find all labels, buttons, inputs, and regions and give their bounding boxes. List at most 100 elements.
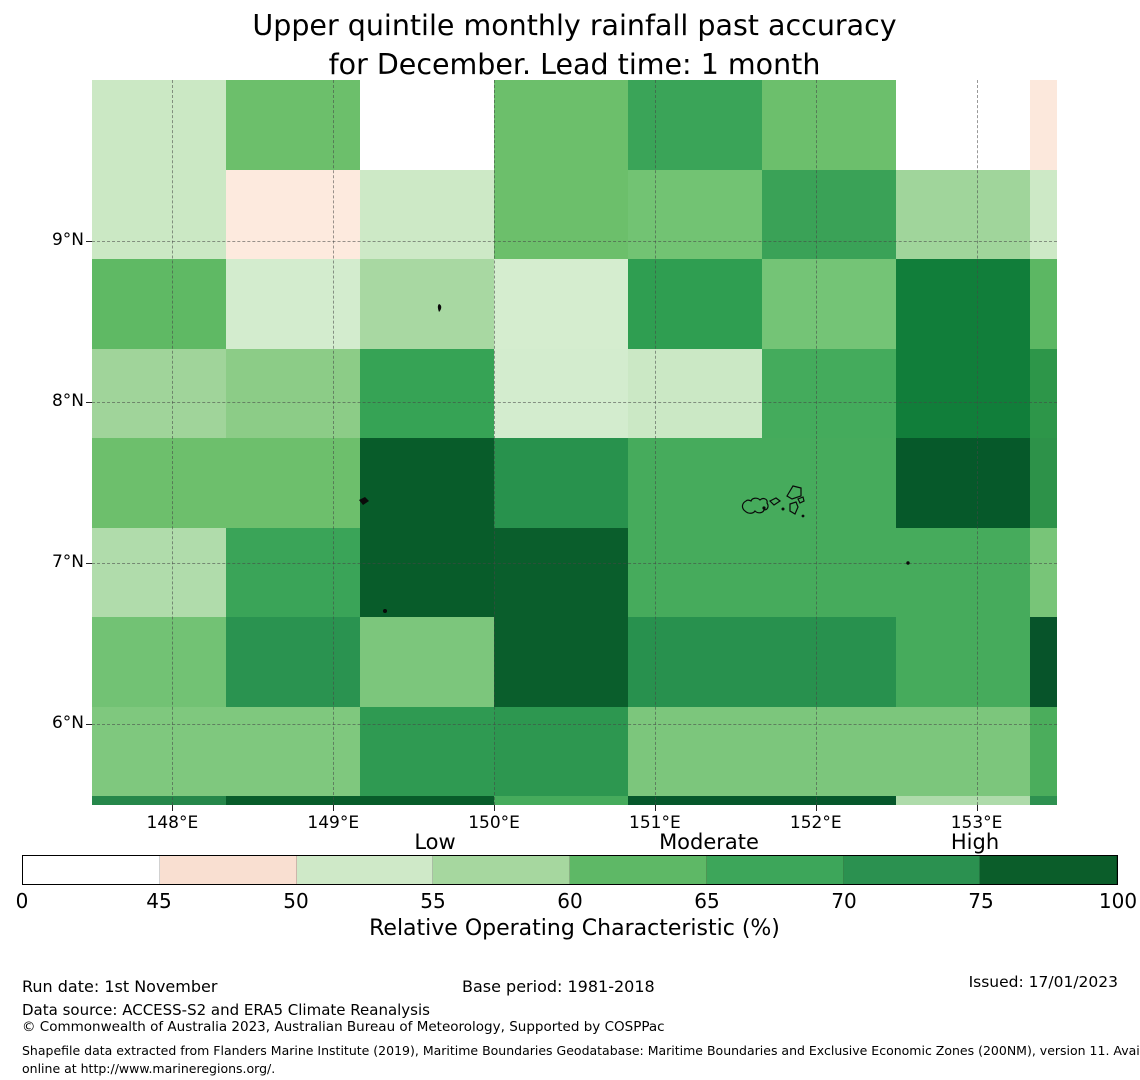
gridline-longitude [815, 80, 817, 805]
y-tick-label: 6°N [51, 713, 84, 734]
map-cell [896, 80, 1031, 171]
map-cell [896, 527, 1031, 618]
run-date-text: Run date: 1st November [22, 977, 218, 996]
map-cell [896, 437, 1031, 529]
gridline-longitude [976, 80, 978, 805]
map-cell [225, 616, 361, 708]
map-cell [494, 80, 629, 171]
map-cell [1030, 80, 1058, 171]
copyright-text: © Commonwealth of Australia 2023, Austra… [22, 1019, 665, 1035]
map-cell [762, 706, 897, 797]
colorbar-segment [706, 856, 844, 884]
map-cell [225, 527, 361, 618]
map-cell [762, 169, 897, 260]
colorbar-tick-label: 0 [15, 889, 29, 913]
map-cell [494, 527, 629, 618]
gridline-longitude [654, 80, 656, 805]
colorbar [22, 855, 1118, 885]
map-cell [225, 80, 361, 171]
base-period-text: Base period: 1981-2018 [462, 977, 655, 996]
x-tick-mark [333, 805, 335, 811]
map-cell [896, 795, 1031, 806]
y-tick-mark [86, 563, 92, 565]
gridline-latitude [92, 724, 1057, 726]
map-cell [762, 80, 897, 171]
colorbar-segment [23, 856, 160, 884]
map-cell [762, 258, 897, 350]
data-source-text: Data source: ACCESS-S2 and ERA5 Climate … [22, 1001, 430, 1019]
map-cell [225, 258, 361, 350]
x-tick-mark [172, 805, 174, 811]
colorbar-segment [843, 856, 981, 884]
x-tick-mark [976, 805, 978, 811]
map-cell [494, 616, 629, 708]
colorbar-category-label: Moderate [659, 830, 759, 854]
map-cell [762, 616, 897, 708]
map-cell [225, 169, 361, 260]
map-cell [494, 795, 629, 806]
map-cell [628, 348, 763, 439]
map-cell [92, 706, 227, 797]
gridline-latitude [92, 241, 1057, 243]
map-cell [225, 437, 361, 529]
map-cell [92, 169, 227, 260]
map-cell [628, 795, 763, 806]
chart-title: Upper quintile monthly rainfall past acc… [92, 6, 1057, 84]
shapefile-attribution-line1: Shapefile data extracted from Flanders M… [22, 1043, 1140, 1058]
map-cell [628, 616, 763, 708]
x-tick-label: 150°E [468, 813, 520, 833]
map-cell [494, 258, 629, 350]
issued-date-text: Issued: 17/01/2023 [968, 973, 1118, 991]
y-tick-mark [86, 724, 92, 726]
gridline-longitude [333, 80, 335, 805]
colorbar-category-label: Low [414, 830, 456, 854]
map-cell [762, 348, 897, 439]
map-cell [762, 437, 897, 529]
map-cell [896, 706, 1031, 797]
colorbar-tick-label: 50 [283, 889, 309, 913]
map-cell [628, 80, 763, 171]
map-cell [628, 437, 763, 529]
map-cell [1030, 616, 1058, 708]
gridline-longitude [172, 80, 174, 805]
colorbar-segment [433, 856, 570, 884]
gridline-latitude [92, 402, 1057, 404]
map-cell [1030, 169, 1058, 260]
colorbar-segment [159, 856, 297, 884]
colorbar-segment [296, 856, 434, 884]
map-cell [225, 706, 361, 797]
gridline-latitude [92, 563, 1057, 565]
colorbar-tick-label: 100 [1098, 889, 1138, 913]
colorbar-tick-label: 70 [831, 889, 857, 913]
x-tick-label: 149°E [307, 813, 360, 833]
map-cell [360, 258, 495, 350]
map-cell [360, 616, 495, 708]
map-cell [1030, 527, 1058, 618]
map-cell [628, 169, 763, 260]
map-cell [225, 795, 361, 806]
y-tick-mark [86, 402, 92, 404]
x-tick-mark [494, 805, 496, 811]
map-cell [360, 348, 495, 439]
map-cell [628, 527, 763, 618]
colorbar-tick-label: 60 [557, 889, 583, 913]
map-cell [360, 706, 495, 797]
map-cell [1030, 795, 1058, 806]
x-tick-label: 148°E [146, 813, 199, 833]
map-cell [360, 437, 495, 529]
map-cell [494, 169, 629, 260]
y-tick-label: 8°N [51, 391, 84, 412]
colorbar-category-label: High [950, 830, 1000, 854]
roc-heatmap [92, 80, 1058, 806]
y-tick-label: 7°N [51, 552, 84, 573]
colorbar-segment [570, 856, 707, 884]
map-cell [360, 80, 495, 171]
map-cell [494, 706, 629, 797]
y-tick-label: 9°N [51, 230, 84, 251]
map-cell [360, 527, 495, 618]
map-cell [762, 527, 897, 618]
map-cell [896, 348, 1031, 439]
map-cell [1030, 706, 1058, 797]
colorbar-axis-label: Relative Operating Characteristic (%) [369, 916, 780, 941]
